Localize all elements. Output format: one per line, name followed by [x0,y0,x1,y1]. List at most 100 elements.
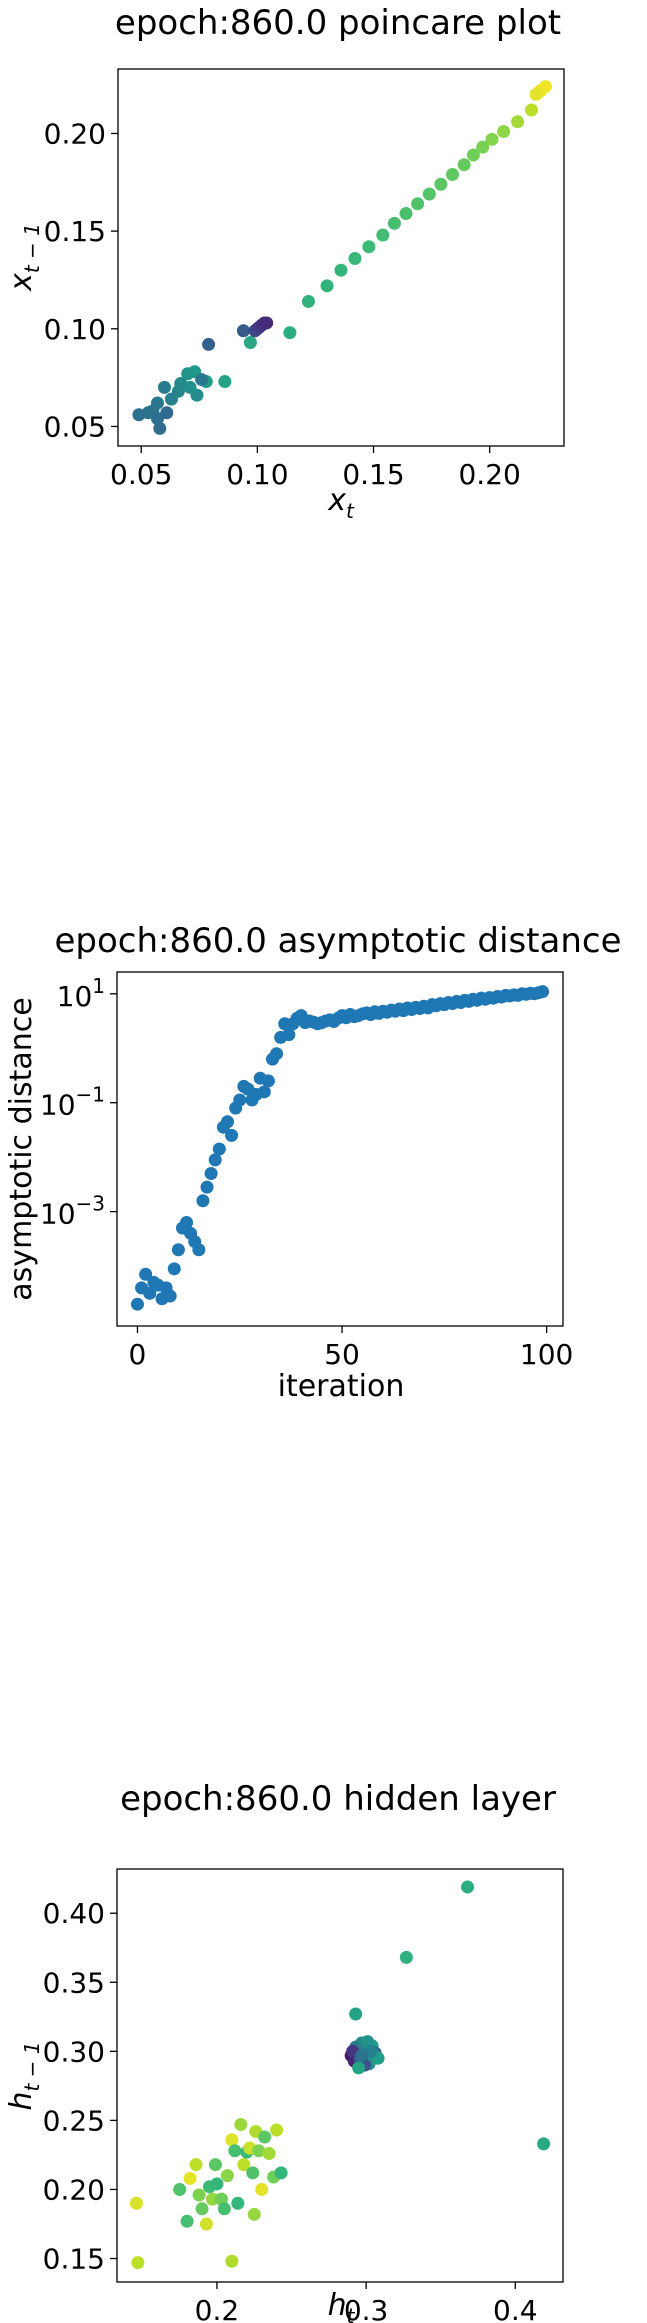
data-point [163,1289,177,1303]
chart-title: epoch:860.0 asymptotic distance [55,921,622,961]
data-point [255,2182,269,2196]
data-point [225,2133,239,2147]
data-point [190,388,204,402]
data-point [205,2192,219,2206]
y-tick-label: 0.35 [43,1966,105,1999]
data-point [434,177,448,191]
data-point [355,2048,369,2062]
data-point [422,187,436,201]
data-point [233,1093,247,1107]
data-point [199,2217,213,2231]
x-tick-label: 0.05 [110,458,172,491]
data-point [270,1047,284,1061]
data-point [204,1167,218,1181]
data-point [466,148,480,162]
x-tick-label: 0 [129,1338,147,1371]
tick-base: 10 [57,980,93,1013]
data-point [200,1180,214,1194]
x-tick-label: 0.4 [493,2294,538,2323]
data-point [131,2256,145,2270]
data-point [387,216,401,230]
scatter-points [132,80,552,435]
data-point [247,2207,261,2221]
x-tick-label: 0.3 [344,2294,389,2323]
data-point [243,335,257,349]
data-point [160,406,174,420]
data-point [132,408,146,422]
data-point [167,1262,181,1276]
data-point [225,2254,239,2268]
data-point [130,1297,144,1311]
data-point [511,115,525,129]
y-axis-label: asymptotic distance [4,997,39,1300]
y-tick-label: 0.05 [44,410,106,443]
plot-frame [116,971,564,1327]
y-tick-label: 10−3 [40,1192,105,1231]
plot-frame [116,1868,564,2283]
data-point [461,1880,475,1894]
x-tick-label: 100 [520,1338,573,1371]
data-point [246,2166,260,2180]
y-tick-label: 0.40 [43,1897,105,1930]
data-point [220,2169,234,2183]
y-axis-ticks: 0.05 0.10 0.15 0.20 [44,117,118,443]
data-point [399,1950,413,1964]
y-tick-label: 0.10 [44,313,106,346]
y-tick-label: 0.20 [44,117,106,150]
asymptotic-distance-chart: epoch:860.0 asymptotic distance 0 50 100 1… [4,921,622,1404]
data-point [212,1142,226,1156]
x-tick-label: 0.20 [458,458,520,491]
data-point [192,1243,206,1257]
data-point [208,1153,222,1167]
tick-exponent: −1 [76,1083,105,1107]
data-point [237,2158,251,2172]
data-point [236,324,250,338]
tick-exponent: 1 [92,974,105,998]
data-point [202,337,216,351]
data-point [257,1085,271,1099]
hidden-layer-chart: epoch:860.0 hidden layer 0.2 0.3 0.4 0.150… [4,1779,564,2323]
data-point [457,158,471,172]
data-point [171,1243,185,1257]
data-point [334,263,348,277]
data-point [195,373,209,387]
data-point [220,1115,234,1129]
data-point [153,421,167,435]
data-point [349,2007,363,2021]
data-point [252,2144,266,2158]
data-point [262,2147,276,2161]
data-point [234,2118,248,2132]
scatter-points [129,1880,551,2270]
x-axis-ticks: 0.05 0.10 0.15 0.20 [110,446,521,491]
data-point [476,140,490,154]
chart-title: epoch:860.0 hidden layer [120,1779,556,1819]
data-point [274,2166,288,2180]
data-point [258,2130,272,2144]
poincare-plot-chart: epoch:860.0 poincare plot 0.05 0.10 0.15 0.… [4,3,565,523]
data-point [411,197,425,211]
data-point [180,1216,194,1230]
data-point [485,132,499,146]
data-point [150,412,164,426]
data-point [195,2202,209,2216]
y-axis-label: xt − 1 [4,223,44,292]
data-point [139,1267,153,1281]
tick-base: 10 [40,1089,76,1122]
data-point [181,367,195,381]
poincare-plot-panel: epoch:860.0 poincare plot 0.05 0.10 0.15 0.… [0,0,647,560]
data-point [210,2177,224,2191]
y-tick-label: 0.15 [43,2243,105,2276]
data-point [228,2144,242,2158]
data-point [164,392,178,406]
data-point [348,251,362,265]
data-point [157,380,171,394]
y-axis-ticks: 0.15 0.20 0.25 0.30 0.35 0.40 [43,1897,117,2276]
x-axis-ticks: 0.2 0.3 0.4 [195,2282,538,2323]
hidden-layer-panel: epoch:860.0 hidden layer 0.2 0.3 0.4 0.15 0… [0,1740,647,2323]
data-point [283,326,297,340]
chart-title: epoch:860.0 poincare plot [115,3,561,43]
data-point [225,1128,239,1142]
x-tick-label: 50 [324,1338,360,1371]
y-tick-label: 0.20 [43,2173,105,2206]
data-point [524,103,538,117]
